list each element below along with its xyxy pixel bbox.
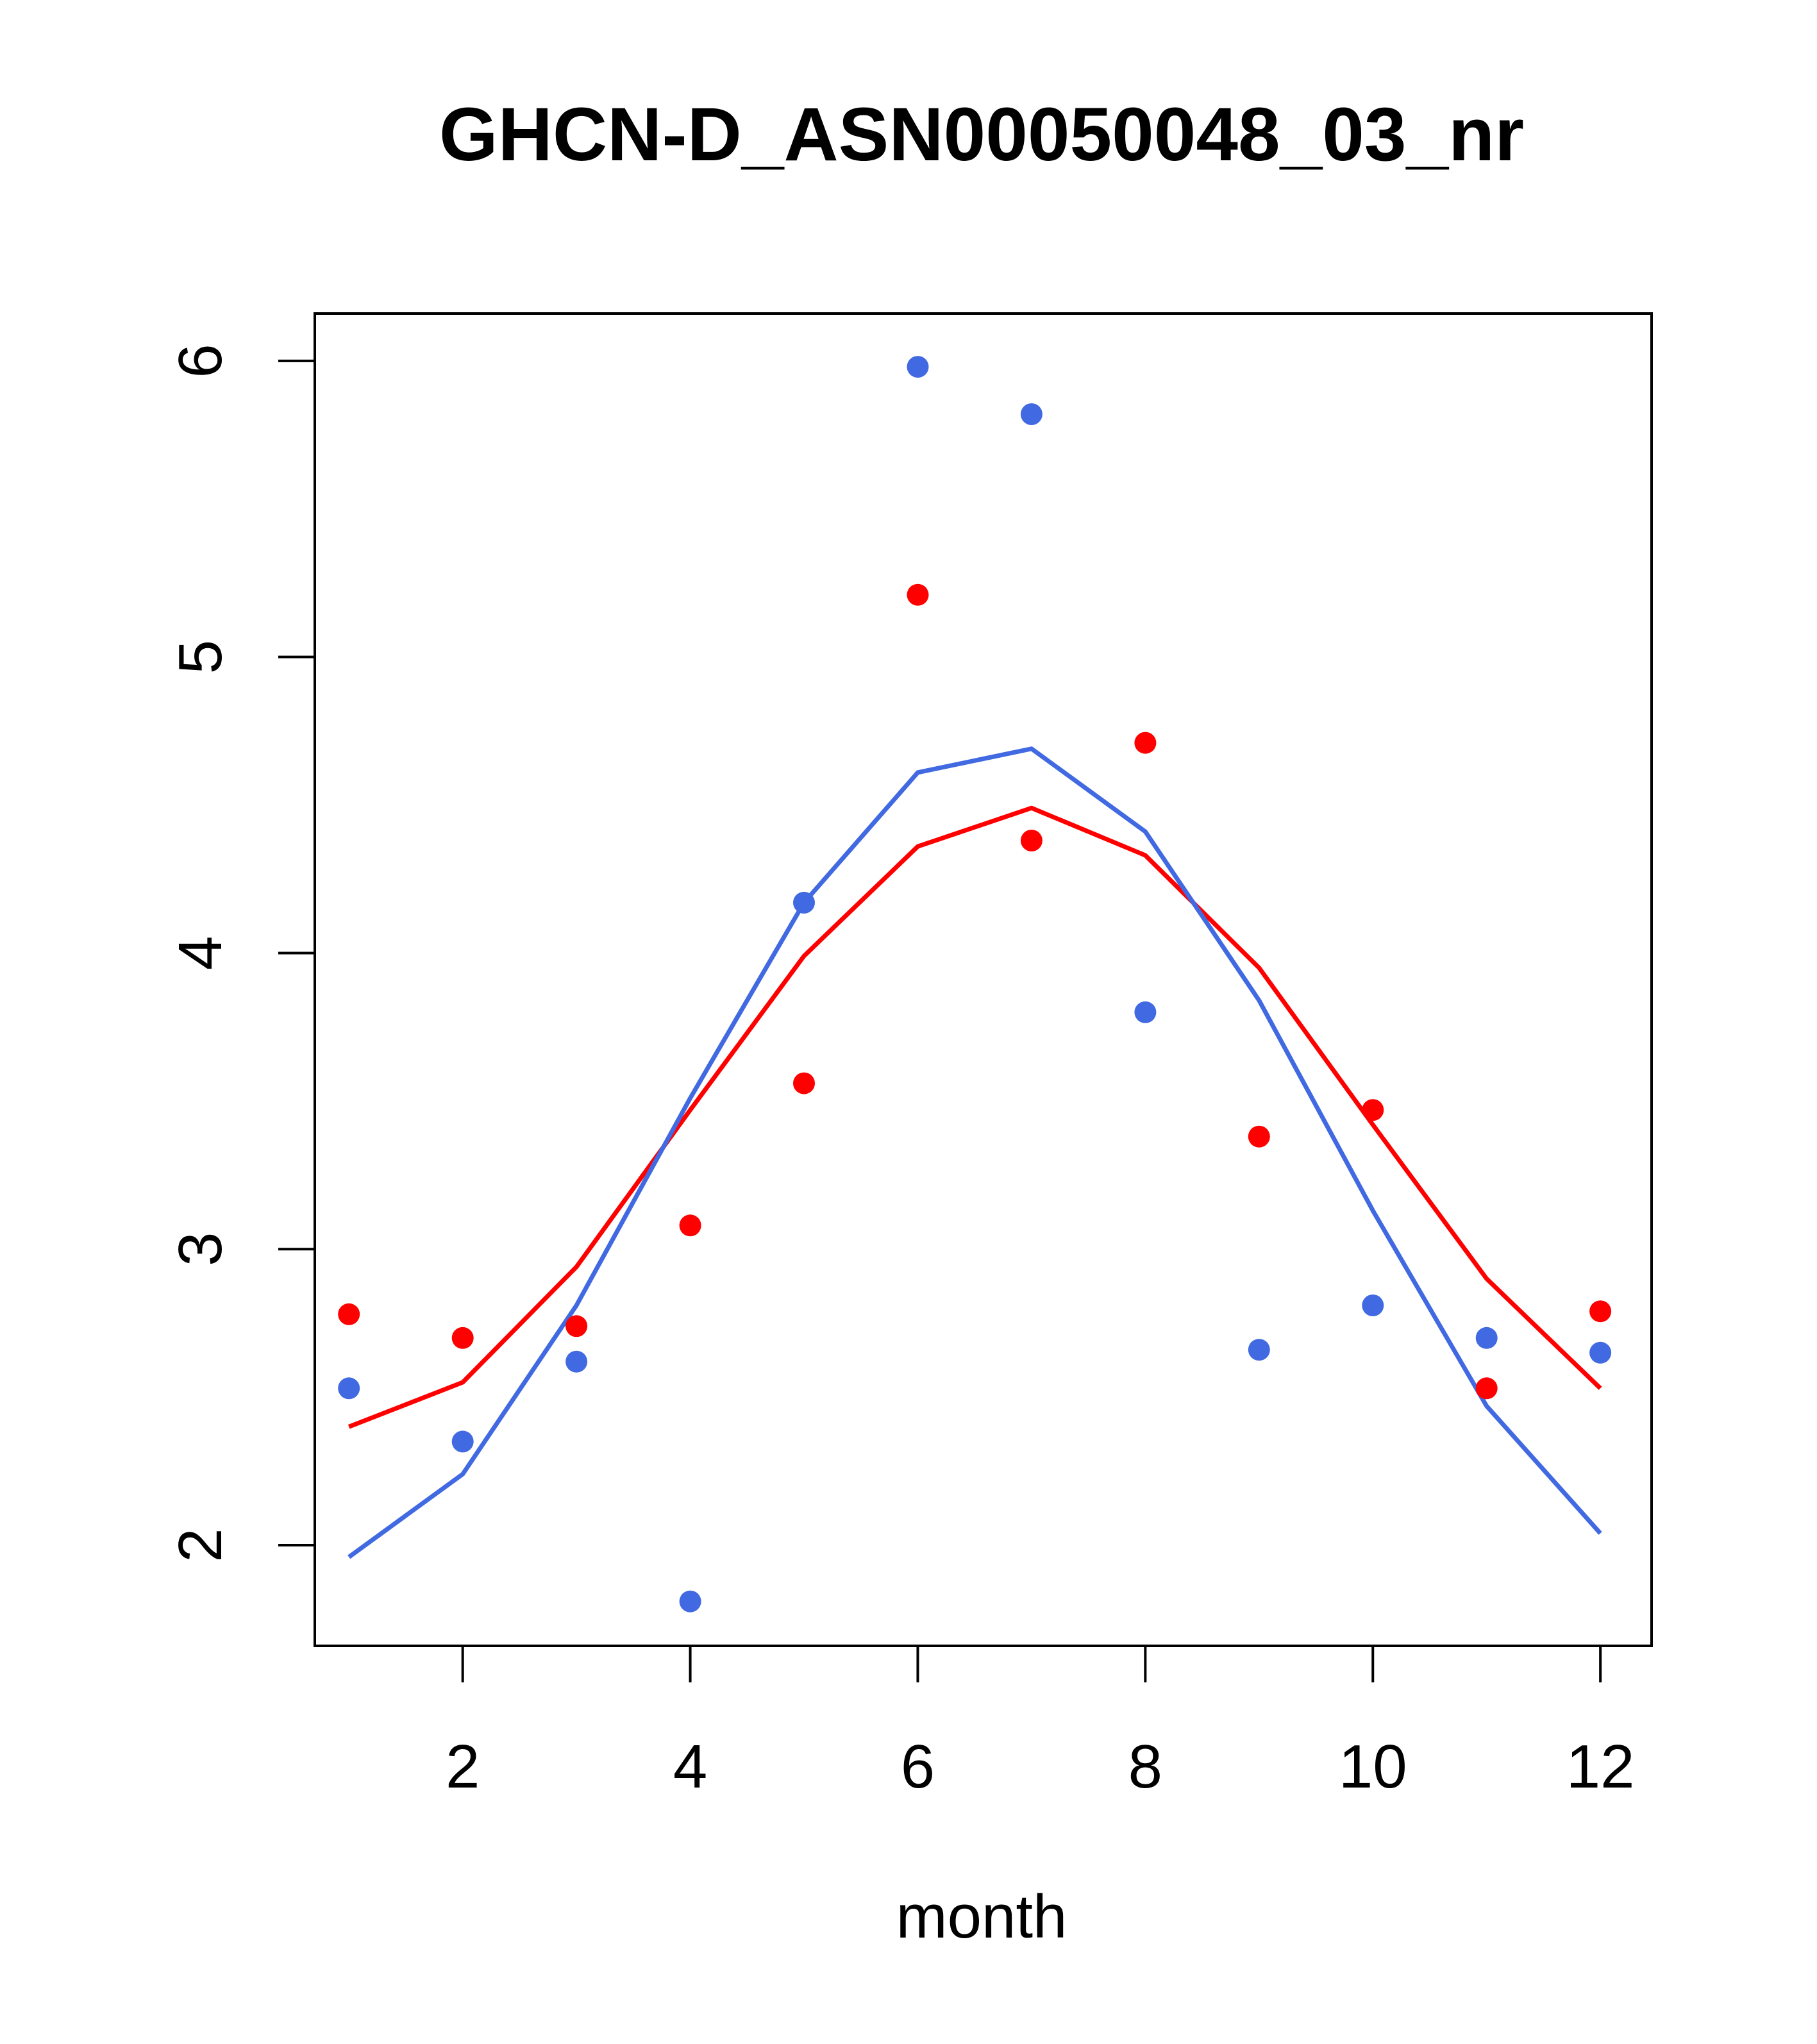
series-1-point <box>1134 732 1157 754</box>
series-1-point <box>793 1072 815 1094</box>
y-tick-label: 3 <box>166 1232 235 1266</box>
x-tick-label: 8 <box>1128 1732 1162 1801</box>
series-2-point <box>338 1377 360 1400</box>
series-1-point <box>1589 1300 1612 1323</box>
series-lines <box>347 746 1602 1559</box>
x-tick-label: 10 <box>1339 1732 1407 1801</box>
series-1-point <box>1475 1377 1498 1400</box>
series-2-line <box>347 746 1602 1559</box>
plot-area <box>314 312 1653 1647</box>
series-1-point <box>1362 1099 1384 1121</box>
x-axis-label: month <box>896 1882 1068 1951</box>
series-2-point <box>1020 403 1042 425</box>
y-tick-label: 4 <box>166 936 235 970</box>
series-2-point <box>1134 1001 1157 1023</box>
x-tick-label: 2 <box>446 1732 480 1801</box>
series-2-point <box>907 356 929 378</box>
series-points <box>338 356 1612 1613</box>
series-1-point <box>679 1214 701 1237</box>
series-2-point <box>1362 1294 1384 1316</box>
series-2-point <box>1248 1339 1270 1361</box>
series-2-point <box>1475 1327 1498 1349</box>
series-1-point <box>565 1315 588 1337</box>
x-axis: 2 4 6 8 10 12 <box>446 1645 1635 1801</box>
series-1-line <box>347 805 1602 1429</box>
y-tick-label: 6 <box>166 344 235 378</box>
series-2-point <box>1589 1341 1612 1364</box>
series-1-point <box>451 1327 474 1349</box>
plot-frame <box>314 312 1653 1647</box>
y-tick-label: 2 <box>166 1528 235 1562</box>
y-tick-label: 5 <box>166 640 235 674</box>
x-tick-label: 4 <box>673 1732 707 1801</box>
series-2-point <box>793 891 815 914</box>
series-2-point <box>451 1430 474 1453</box>
x-tick-label: 12 <box>1566 1732 1635 1801</box>
series-1-point <box>338 1303 360 1325</box>
x-tick-label: 6 <box>901 1732 935 1801</box>
y-axis: 2 3 4 5 6 <box>166 344 316 1562</box>
chart-title: GHCN-D_ASN00050048_03_nr <box>439 92 1524 177</box>
series-1-point <box>1248 1125 1270 1148</box>
series-1-point <box>907 583 929 606</box>
series-2-point <box>565 1350 588 1373</box>
series-1-point <box>1020 830 1042 851</box>
series-2-point <box>679 1590 701 1613</box>
